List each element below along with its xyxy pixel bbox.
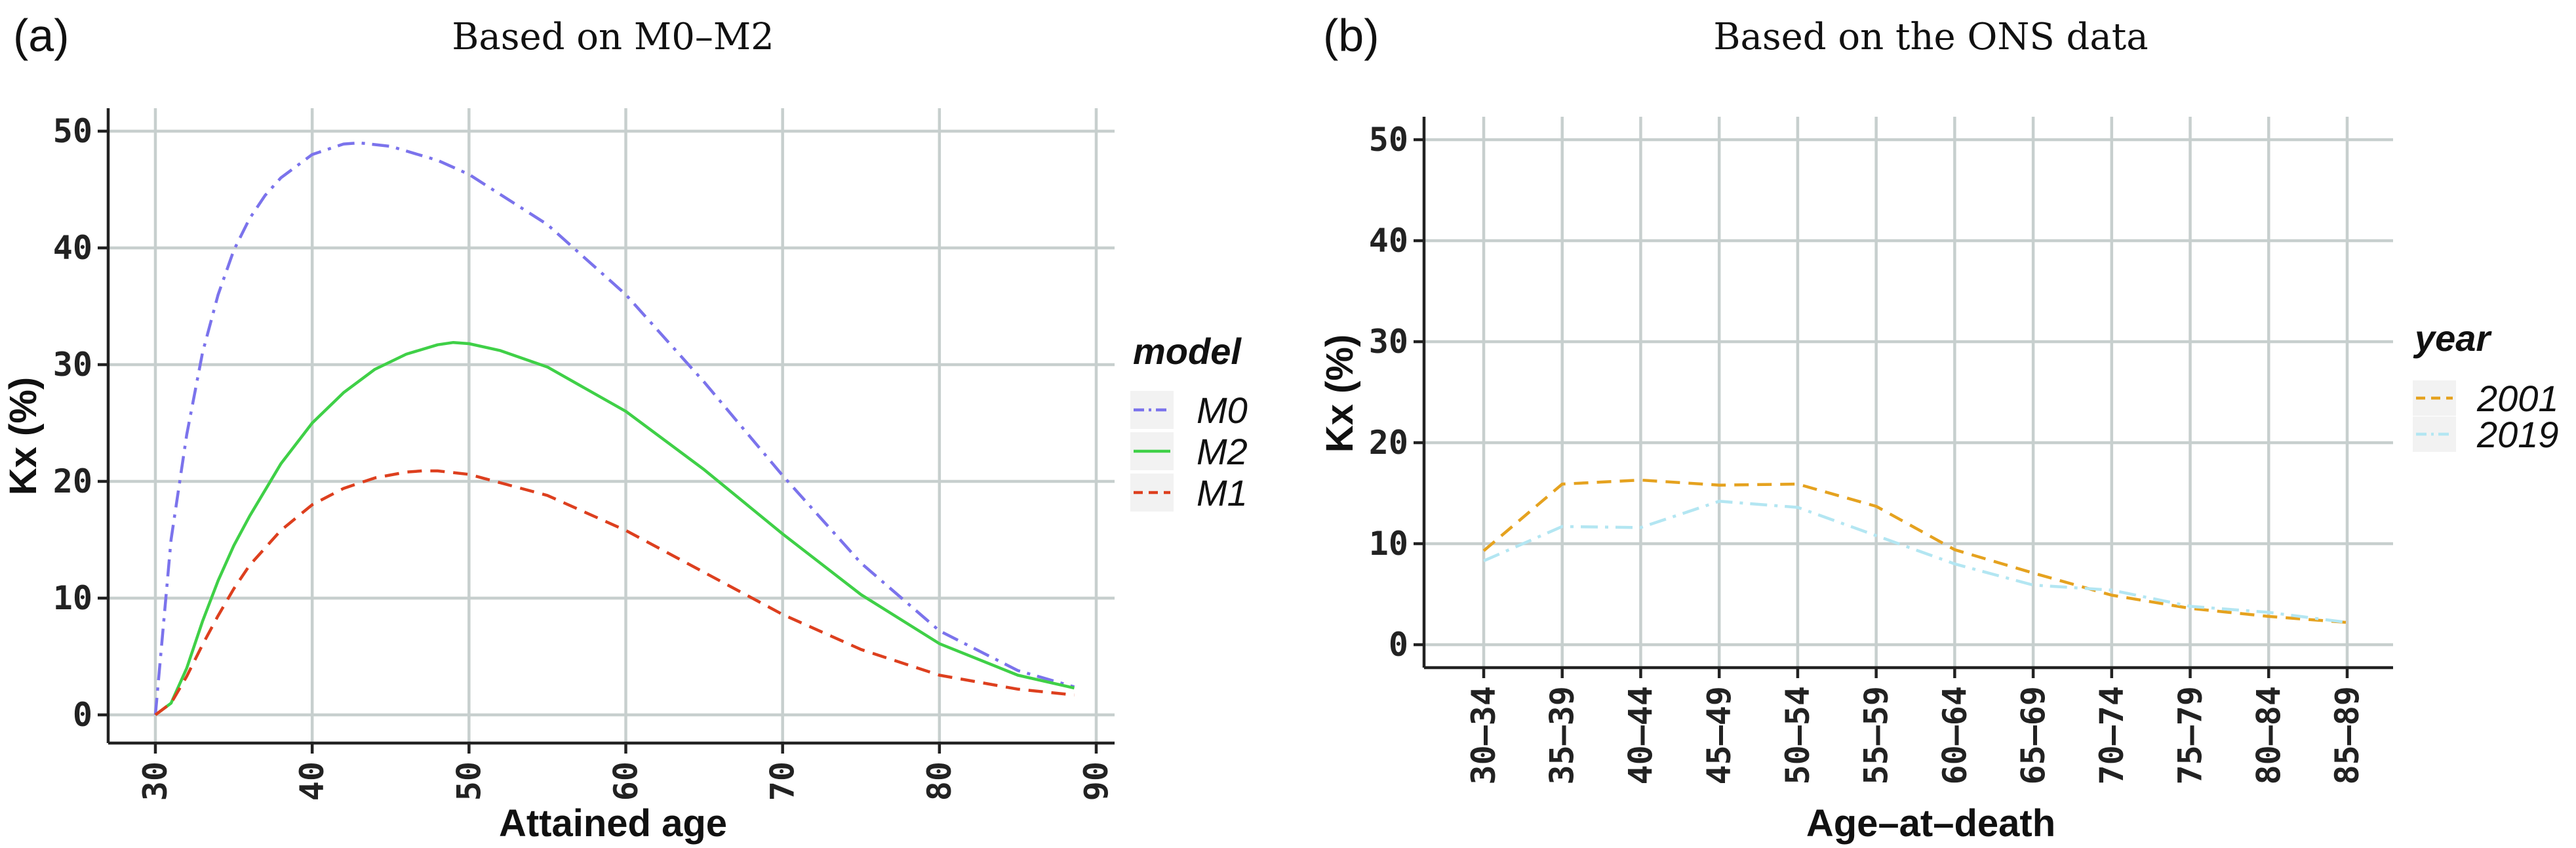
panel-b-axes: 30–34 35–39 40–44 45–49 50–54 55–59 60–64 65–69… (1369, 117, 2393, 785)
panel-b-x-tick-label: 55–59 (1857, 686, 1895, 785)
panel-b-y-axis-title: Kx (%) (1318, 334, 1361, 453)
panel-a-y-tick-label: 20 (53, 462, 92, 500)
panel-a-x-tick-label: 50 (450, 761, 488, 801)
panel-a-y-tick-label: 40 (53, 229, 92, 267)
panel-a-x-tick-label: 60 (607, 761, 645, 801)
panel-a-series (153, 141, 1075, 716)
panel-b-x-axis-title: Age–at–death (1806, 802, 2055, 845)
legend-label-m2: M2 (1197, 431, 1248, 472)
panel-b-grid (1424, 117, 2393, 668)
series-m2-line (154, 340, 1075, 716)
series-2019-line (1483, 500, 2348, 624)
panel-a-axes: 30 40 50 60 70 80 90 0 10 20 30 40 50 (53, 108, 1115, 801)
panel-a-y-tick-label: 10 (53, 579, 92, 617)
panel-a-x-axis-title: Attained age (499, 802, 727, 845)
panel-b-x-tick-label: 50–54 (1779, 686, 1817, 785)
legend-label-2001: 2001 (2476, 378, 2559, 419)
panel-a-x-tick-label: 90 (1077, 761, 1115, 801)
panel-b-y-tick-label: 50 (1369, 121, 1408, 159)
panel-b-legend-title: year (2413, 317, 2492, 359)
panel-b-x-tick-label: 80–84 (2249, 686, 2288, 785)
panel-a-title: Based on M0–M2 (452, 16, 774, 58)
panel-b-x-tick-label: 35–39 (1543, 686, 1581, 785)
panel-b-label: (b) (1323, 10, 1379, 61)
panel-b-y-tick-label: 40 (1369, 222, 1408, 260)
panel-b: (b) Based on the ONS data 30–34 35–39 40–4… (1318, 10, 2559, 845)
series-m0-line (153, 141, 1075, 716)
panel-b-y-tick-label: 10 (1369, 525, 1408, 563)
series-m1-line (154, 469, 1075, 716)
panel-a-grid (108, 108, 1115, 743)
panel-a-y-tick-label: 0 (73, 696, 92, 734)
panel-a: (a) Based on M0–M2 30 40 50 60 70 80 900102030… (2, 10, 1248, 845)
panel-b-title: Based on the ONS data (1713, 16, 2148, 58)
panel-a-label: (a) (13, 10, 69, 61)
series-2001-line (1482, 478, 2348, 624)
panel-a-x-tick-label: 80 (921, 761, 959, 801)
panel-b-x-tick-label: 85–89 (2328, 686, 2366, 785)
panel-b-x-tick-label: 30–34 (1465, 686, 1503, 785)
legend-label-m0: M0 (1197, 390, 1248, 431)
panel-b-x-tick-label: 70–74 (2093, 686, 2131, 785)
panel-a-legend-title: model (1133, 331, 1242, 372)
panel-a-x-tick-label: 30 (136, 761, 174, 801)
panel-b-y-tick-label: 30 (1369, 323, 1408, 361)
panel-a-y-tick-label: 30 (53, 346, 92, 384)
panel-b-x-tick-label: 75–79 (2171, 686, 2209, 785)
legend-label-2019: 2019 (2476, 414, 2559, 455)
panel-b-x-tick-label: 40–44 (1621, 686, 1659, 785)
panel-b-x-tick-label: 65–69 (2014, 686, 2052, 785)
panel-b-y-tick-label: 20 (1369, 424, 1408, 462)
panel-b-x-tick-label: 60–64 (1935, 686, 1973, 785)
panel-a-y-axis-title: Kx (%) (2, 377, 45, 495)
panel-a-x-tick-label: 40 (293, 761, 331, 801)
legend-label-m1: M1 (1197, 472, 1248, 514)
panel-b-series (1482, 478, 2348, 624)
panel-a-x-tick-label: 70 (764, 761, 802, 801)
panel-a-y-tick-label: 50 (53, 112, 92, 150)
panel-b-y-tick-label: 0 (1389, 626, 1408, 664)
panel-b-x-tick-label: 45–49 (1700, 686, 1738, 785)
